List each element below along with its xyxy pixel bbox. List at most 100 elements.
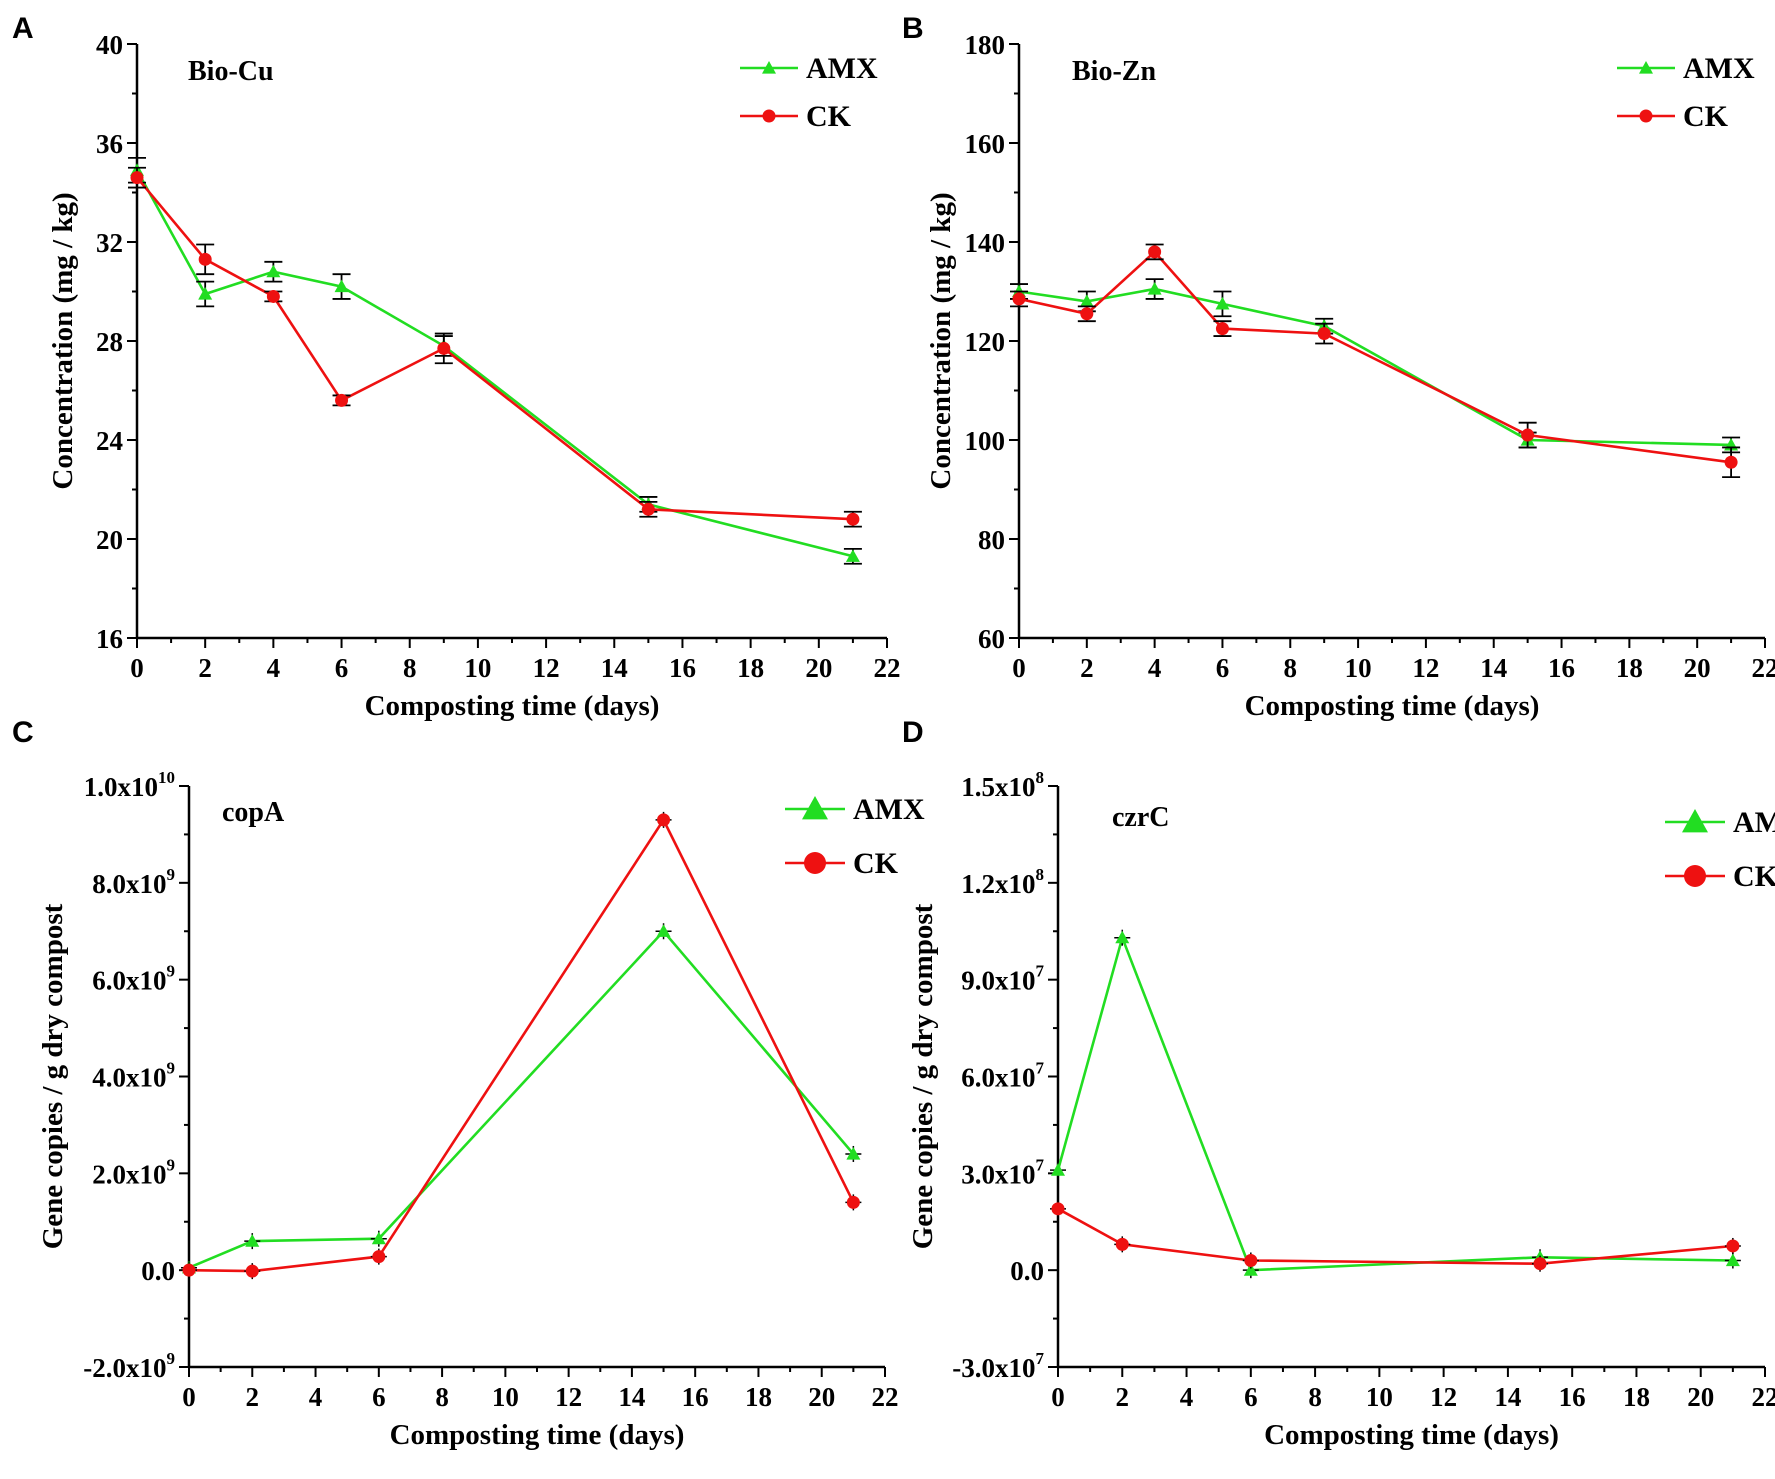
panel-b-x-tick-label: 22: [1752, 653, 1775, 683]
panel-a-x-tick-label: 4: [267, 653, 281, 683]
panel-d-y-axis-title: Gene copies / g dry compost: [907, 903, 939, 1249]
panel-d-legend-ck: CK: [1665, 860, 1775, 893]
panel-d-y-tick-label: 3.0x107: [961, 1155, 1044, 1189]
panel-a-x-tick-label: 14: [601, 653, 628, 683]
panel-c-y-tick-label-base: 8.0x10: [92, 869, 166, 899]
panel-d-y-tick-label-base: 6.0x10: [961, 1063, 1035, 1093]
panel-d-legend-amx: AMX: [1665, 806, 1775, 839]
panel-c-y-tick-label: -2.0x109: [83, 1349, 175, 1383]
panel-d-x-tick-label: 22: [1752, 1382, 1775, 1412]
panel-a-ck-point: [335, 393, 349, 407]
panel-b-legend-ck: CK: [1617, 100, 1729, 133]
panel-c-legend-ck-label: CK: [853, 847, 899, 880]
panel-c-ck-point: [372, 1250, 386, 1264]
panel-a-y-tick-label: 40: [96, 30, 123, 60]
panel-d-x-tick-label: 0: [1051, 1382, 1065, 1412]
panel-d-legend-amx-label: AMX: [1733, 806, 1775, 839]
panel-d-ck-point: [1726, 1239, 1740, 1253]
panel-c-x-tick-label: 14: [618, 1382, 645, 1412]
panel-d-x-tick-label: 12: [1430, 1382, 1457, 1412]
panel-d-x-axis-title: Composting time (days): [1264, 1419, 1559, 1451]
panel-d-y-tick-label-base: 0.0: [1010, 1256, 1044, 1286]
panel-d-y-tick-label-exponent: 7: [1036, 1349, 1045, 1368]
panel-d-ck-point: [1533, 1257, 1547, 1271]
panel-a-amx-point: [334, 279, 349, 293]
panel-c-y-tick-label: 0.0: [141, 1256, 175, 1286]
panel-c-ck-point: [846, 1195, 860, 1209]
panel-c-y-tick-label-base: 2.0x10: [92, 1159, 166, 1189]
panel-a-letter: A: [12, 12, 34, 45]
panel-c-y-tick-label-base: 6.0x10: [92, 966, 166, 996]
panel-b-x-tick-label: 14: [1480, 653, 1507, 683]
panel-d-y-tick-label: 6.0x107: [961, 1059, 1044, 1093]
panel-a-y-tick-label: 24: [96, 426, 123, 456]
panel-b-legend-amx: AMX: [1617, 52, 1755, 85]
panel-a-legend-ck-label: CK: [806, 100, 852, 133]
panel-a-x-tick-label: 10: [464, 653, 491, 683]
panel-b-legend-ck-marker: [1639, 109, 1653, 123]
panel-c-amx-point: [371, 1231, 386, 1245]
panel-d-ck-line: [1057, 1207, 1734, 1266]
panel-c-letter: C: [12, 716, 34, 749]
panel-d-x-tick-label: 4: [1180, 1382, 1194, 1412]
panel-b-letter: B: [902, 12, 924, 45]
panel-b: B 0 2 4 6 8 10 12 14 16 18 20 22 60 80 100 120 140 160 180 C…: [902, 12, 1775, 722]
panel-b-amx-point: [1215, 296, 1230, 310]
panel-b-x-tick-label: 12: [1412, 653, 1439, 683]
panel-a-x-tick-label: 22: [874, 653, 901, 683]
panel-c-y-tick-label-exponent: 9: [167, 1155, 176, 1174]
panel-d-amx-line: [1056, 933, 1733, 1272]
panel-c-x-tick-label: 0: [182, 1382, 196, 1412]
panel-c-legend-amx: AMX: [785, 793, 925, 826]
panel-c-x-tick-label: 4: [309, 1382, 323, 1412]
panel-c-plot-title: copA: [222, 797, 285, 828]
panel-c-x-tick-label: 20: [808, 1382, 835, 1412]
panel-c-legend-amx-marker: [802, 796, 828, 820]
panel-d-x-tick-label: 6: [1244, 1382, 1258, 1412]
panel-b-ck-point: [1148, 245, 1162, 259]
panel-c-x-tick-label: 10: [492, 1382, 519, 1412]
panel-b-y-tick-label: 120: [965, 327, 1006, 357]
panel-b-x-tick-label: 18: [1616, 653, 1643, 683]
panel-c-y-tick-label: 2.0x109: [92, 1155, 175, 1189]
panel-d-y-tick-label: 1.5x108: [961, 768, 1044, 802]
panel-d-x-tick-label: 8: [1308, 1382, 1322, 1412]
panel-d-legend-amx-marker: [1682, 809, 1708, 833]
panel-b-x-tick-label: 8: [1284, 653, 1298, 683]
panel-b-ck-point: [1521, 428, 1535, 442]
panel-c-ck-point: [657, 813, 671, 827]
panel-c-y-tick-label-base: -2.0x10: [83, 1353, 166, 1383]
panel-c-y-tick-label-base: 1.0x10: [84, 772, 158, 802]
panel-a: A0 2 4 6 8 10 12 14 16 18 20 2216202428323640Compos…: [12, 12, 901, 722]
panel-a-ck-point: [846, 512, 860, 526]
panel-b-x-tick-label: 6: [1216, 653, 1230, 683]
panel-a-y-tick-label: 20: [96, 525, 123, 555]
panel-a-ck-point: [266, 289, 280, 303]
panel-b-ck-point: [1724, 455, 1738, 469]
panel-c-ck-line: [188, 817, 855, 1273]
panel-d-y-tick-label-base: -3.0x10: [952, 1353, 1035, 1383]
panel-d-legend-ck-marker: [1684, 865, 1706, 887]
panel-a-ck-point: [641, 502, 655, 516]
panel-d-y-tick-label-exponent: 7: [1036, 1155, 1045, 1174]
panel-d-y-tick-label: 9.0x107: [961, 962, 1044, 996]
panel-d-y-tick-label-base: 3.0x10: [961, 1159, 1035, 1189]
panel-d: D0 2 4 6 8 10 12 14 16 18 20 22-3.0x1070.03.0x1076.…: [902, 716, 1775, 1451]
panel-a-legend-ck-marker: [762, 109, 776, 123]
panel-c-x-axis-title: Composting time (days): [390, 1419, 685, 1451]
panel-d-y-tick-label-base: 9.0x10: [961, 966, 1035, 996]
panel-a-x-tick-label: 8: [403, 653, 417, 683]
panel-a-x-tick-label: 0: [130, 653, 144, 683]
panel-d-x-tick-label: 20: [1687, 1382, 1714, 1412]
panel-d-plot-title: czrC: [1112, 802, 1170, 833]
panel-d-ck-point: [1244, 1253, 1258, 1267]
panel-d-ck-point: [1051, 1202, 1065, 1216]
panel-a-ck-point: [437, 341, 451, 355]
panel-c-x-tick-label: 22: [872, 1382, 899, 1412]
panel-c-x-tick-label: 18: [745, 1382, 772, 1412]
panel-b-y-tick-label: 100: [965, 426, 1006, 456]
panel-c-amx-point: [846, 1146, 861, 1160]
panel-d-y-tick-label-exponent: 8: [1036, 865, 1045, 884]
panel-c-amx-point: [656, 924, 671, 937]
panel-b-y-axis-title: Concentration (mg / kg): [925, 192, 957, 489]
